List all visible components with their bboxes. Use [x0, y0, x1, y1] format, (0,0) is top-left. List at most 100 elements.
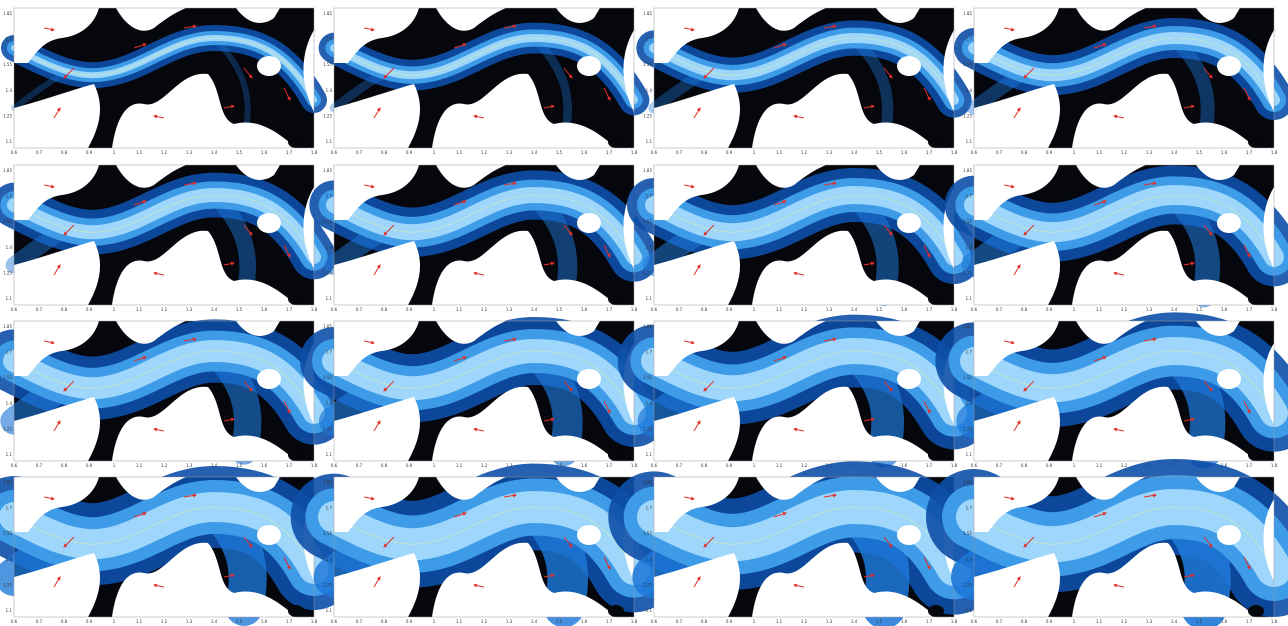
- x-tick-label: 0.8: [381, 307, 388, 312]
- grain: [608, 449, 624, 461]
- x-tick-label: 1.7: [1246, 150, 1253, 155]
- x-tick-label: 1.6: [1221, 619, 1228, 624]
- x-tick-label: 1.2: [481, 150, 488, 155]
- x-tick-label: 0.6: [11, 307, 18, 312]
- y-tick-label: 1.25: [323, 270, 332, 275]
- x-tick-label: 1.8: [631, 463, 638, 468]
- x-tick-label: 1.1: [456, 150, 463, 155]
- x-tick-label: 0.7: [676, 619, 683, 624]
- y-tick-label: 1.25: [323, 582, 332, 587]
- x-tick-label: 0.6: [971, 463, 978, 468]
- x-tick-label: 0.8: [701, 150, 708, 155]
- y-tick-label: 1.55: [963, 62, 972, 67]
- y-tick-label: 1.55: [323, 62, 332, 67]
- x-tick-label: 0.6: [651, 307, 658, 312]
- y-tick-label: 1.25: [643, 426, 652, 431]
- y-tick-label: 1.1: [6, 296, 13, 301]
- x-tick-label: 0.9: [86, 307, 93, 312]
- x-tick-label: 1.2: [161, 307, 168, 312]
- x-tick-label: 1.4: [531, 307, 538, 312]
- x-tick-label: 1.2: [161, 619, 168, 624]
- x-tick-label: 1.1: [1096, 307, 1103, 312]
- x-tick-label: 1.4: [211, 307, 218, 312]
- y-tick-label: 1.4: [6, 401, 13, 406]
- x-tick-label: 1.2: [801, 463, 808, 468]
- x-tick-label: 0.7: [356, 307, 363, 312]
- x-tick-label: 1: [753, 463, 756, 468]
- x-tick-label: 0.7: [996, 150, 1003, 155]
- x-tick-label: 1.5: [236, 307, 243, 312]
- x-tick-label: 1.6: [1221, 150, 1228, 155]
- grain: [928, 136, 944, 148]
- panel: 0.60.70.80.911.11.21.31.41.51.61.71.81.8…: [323, 321, 638, 468]
- y-tick-label: 1.85: [3, 168, 12, 173]
- x-tick-label: 0.7: [356, 150, 363, 155]
- y-tick-label: 1.7: [326, 194, 333, 199]
- y-tick-label: 1.85: [3, 480, 12, 485]
- x-tick-label: 1.6: [901, 150, 908, 155]
- x-tick-label: 1.1: [136, 150, 143, 155]
- x-tick-label: 1.7: [286, 150, 293, 155]
- x-tick-label: 1.3: [186, 463, 193, 468]
- y-tick-label: 1.85: [3, 324, 12, 329]
- x-tick-label: 1.5: [236, 619, 243, 624]
- y-tick-label: 1.1: [326, 296, 333, 301]
- x-tick-label: 1.5: [556, 619, 563, 624]
- x-tick-label: 1.1: [776, 307, 783, 312]
- grain: [1248, 293, 1264, 305]
- x-tick-label: 1.1: [1096, 463, 1103, 468]
- y-tick-label: 1.1: [646, 139, 653, 144]
- x-tick-label: 1.1: [136, 619, 143, 624]
- x-tick-label: 1.2: [801, 619, 808, 624]
- x-tick-label: 1.5: [876, 307, 883, 312]
- x-tick-label: 0.8: [381, 619, 388, 624]
- x-tick-label: 1.4: [851, 307, 858, 312]
- x-tick-label: 1: [113, 619, 116, 624]
- x-tick-label: 1.1: [1096, 619, 1103, 624]
- x-tick-label: 1.2: [161, 150, 168, 155]
- y-tick-label: 1.55: [323, 375, 332, 380]
- x-tick-label: 1: [753, 619, 756, 624]
- x-tick-label: 1.3: [506, 619, 513, 624]
- x-tick-label: 1.6: [901, 463, 908, 468]
- x-tick-label: 1: [433, 463, 436, 468]
- x-tick-label: 0.8: [61, 307, 68, 312]
- x-tick-label: 1: [113, 307, 116, 312]
- x-tick-label: 1.1: [136, 307, 143, 312]
- y-tick-label: 1.7: [326, 506, 333, 511]
- x-tick-label: 1.7: [606, 150, 613, 155]
- y-tick-label: 1.1: [966, 296, 973, 301]
- x-tick-label: 1.5: [876, 150, 883, 155]
- panel: 0.60.70.80.911.11.21.31.41.51.61.71.81.8…: [3, 477, 318, 624]
- grain: [288, 136, 304, 148]
- grain: [928, 605, 944, 617]
- panel: 0.60.70.80.911.11.21.31.41.51.61.71.81.8…: [3, 165, 318, 312]
- x-tick-label: 1.4: [851, 619, 858, 624]
- y-tick-label: 1.4: [326, 557, 333, 562]
- x-tick-label: 1.2: [161, 463, 168, 468]
- x-tick-label: 1.6: [261, 150, 268, 155]
- x-tick-label: 0.7: [996, 307, 1003, 312]
- x-tick-label: 1.1: [136, 463, 143, 468]
- x-tick-label: 1: [1073, 307, 1076, 312]
- y-tick-label: 1.7: [6, 506, 13, 511]
- y-tick-label: 1.4: [6, 245, 13, 250]
- y-tick-label: 1.25: [643, 270, 652, 275]
- x-tick-label: 0.8: [61, 463, 68, 468]
- y-tick-label: 1.1: [326, 452, 333, 457]
- x-tick-label: 0.6: [651, 619, 658, 624]
- x-tick-label: 1: [113, 150, 116, 155]
- panel: 0.60.70.80.911.11.21.31.41.51.61.71.81.8…: [3, 321, 318, 468]
- y-tick-label: 1.1: [326, 608, 333, 613]
- x-tick-label: 1.1: [1096, 150, 1103, 155]
- y-tick-label: 1.25: [3, 426, 12, 431]
- x-tick-label: 0.6: [11, 150, 18, 155]
- x-tick-label: 0.9: [1046, 463, 1053, 468]
- x-tick-label: 1.8: [1271, 307, 1278, 312]
- x-tick-label: 1.5: [556, 307, 563, 312]
- x-tick-label: 0.7: [356, 463, 363, 468]
- x-tick-label: 1.5: [876, 619, 883, 624]
- x-tick-label: 1.6: [581, 150, 588, 155]
